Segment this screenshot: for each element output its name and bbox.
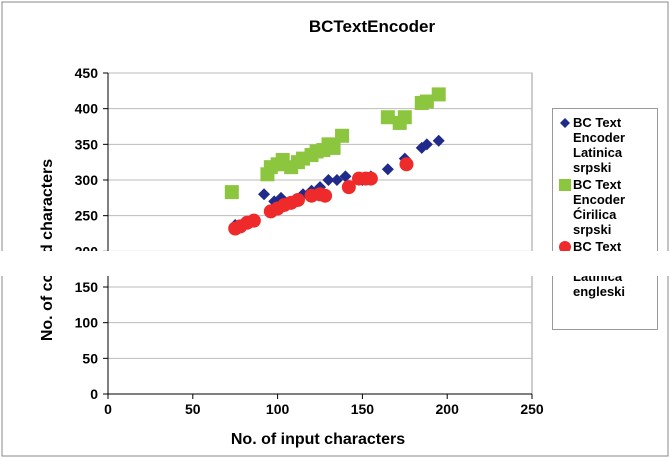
legend-label: BC Text Encoder Latinica srpski [573, 115, 626, 175]
point [224, 185, 239, 200]
legend-label: BC Text Encoder Ćirilica srpski [573, 177, 626, 237]
point [318, 188, 333, 203]
legend-icon [559, 241, 571, 253]
point [431, 87, 446, 102]
point [381, 163, 394, 176]
point [258, 188, 271, 201]
x-tick-label: 100 [266, 401, 290, 417]
point [326, 140, 341, 155]
point [420, 138, 433, 151]
x-tick-label: 200 [436, 401, 460, 417]
legend: BC Text Encoder Latinica srpski BC Text E… [552, 108, 658, 330]
point [559, 241, 571, 253]
legend-icon [560, 118, 570, 128]
y-tick-label: 50 [82, 350, 98, 366]
point [432, 134, 445, 147]
point [246, 213, 261, 228]
point [363, 171, 378, 186]
point [560, 118, 570, 128]
y-tick-label: 150 [75, 279, 99, 295]
y-axis-label: No. of coded characters [39, 159, 56, 341]
x-tick-label: 50 [185, 401, 201, 417]
x-tick-label: 150 [351, 401, 375, 417]
y-tick-label: 0 [90, 386, 98, 402]
marks [224, 87, 446, 236]
legend-symbol [557, 177, 573, 193]
chart-title: BCTextEncoder [309, 17, 436, 36]
y-tick-label: 400 [75, 101, 99, 117]
x-tick-label: 250 [520, 401, 544, 417]
plot-area [107, 72, 533, 395]
legend-icon [559, 179, 571, 191]
y-tick-label: 100 [75, 315, 99, 331]
y-tick-label: 250 [75, 208, 99, 224]
y-tick-label: 350 [75, 136, 99, 152]
point [322, 174, 335, 186]
point [397, 110, 412, 125]
x-tick-label: 0 [104, 401, 112, 417]
y-tick-label: 300 [75, 172, 99, 188]
point [339, 170, 352, 183]
legend-entry: BC Text Encoder Latinica srpski [557, 115, 653, 175]
point [341, 180, 356, 195]
image-gap [0, 251, 670, 276]
legend-entry: BC Text Encoder Ćirilica srpski [557, 177, 653, 237]
point [559, 179, 571, 191]
legend-symbol [557, 115, 573, 131]
point [380, 110, 395, 125]
point [290, 192, 305, 207]
y-tick-label: 450 [75, 65, 99, 81]
point [335, 128, 350, 143]
point [330, 174, 343, 186]
x-axis-label: No. of input characters [231, 431, 405, 448]
legend-symbol [557, 239, 573, 255]
point [399, 157, 414, 172]
point [419, 94, 434, 109]
